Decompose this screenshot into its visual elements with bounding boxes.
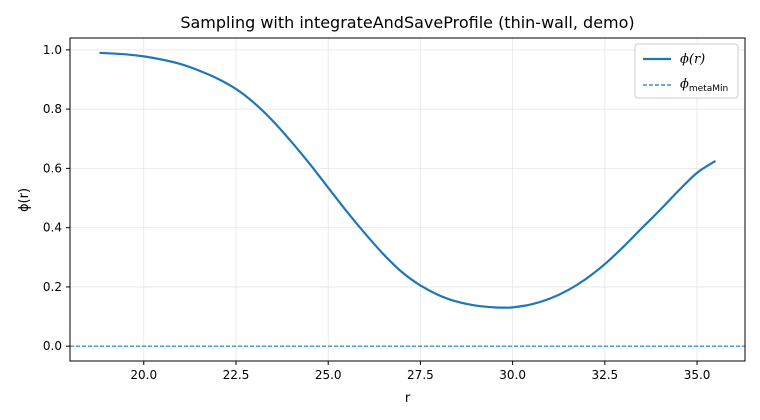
y-tick-label: 0.8 [43,102,62,116]
y-tick-label: 0.2 [43,280,62,294]
y-tick-label: 0.4 [43,221,62,235]
x-tick-label: 32.5 [591,368,618,382]
legend-metamin-symbol: ϕ [680,77,689,92]
legend-phi-symbol: ϕ [680,52,689,67]
x-axis-label: r [405,391,411,406]
axes-frame [69,37,746,362]
y-axis-label: ϕ(r) [17,188,32,212]
legend-label-metamin: ϕmetaMin [680,77,728,94]
legend: ϕ(r) ϕmetaMin [634,43,739,99]
chart-title: Sampling with integrateAndSaveProfile (t… [180,13,634,32]
y-tick-label: 0.6 [43,161,62,175]
legend-label-phi: ϕ(r) [680,52,705,67]
x-tick-label: 35.0 [684,368,711,382]
x-tick-label: 22.5 [223,368,250,382]
legend-metamin-subscript: metaMin [689,84,728,94]
y-tick-label: 0.0 [43,339,62,353]
series-line-phi [99,51,717,309]
x-tick-label: 30.0 [499,368,526,382]
x-tick-label: 27.5 [407,368,434,382]
ticks: 20.0 22.5 25.0 27.5 30.0 32.5 35.0 0.0 0.2 0.4 0.6… [43,43,711,382]
plot-area [70,51,745,347]
x-tick-label: 25.0 [315,368,342,382]
x-tick-label: 20.0 [130,368,157,382]
grid [70,38,745,361]
legend-phi-arg: (r) [689,52,705,67]
y-tick-label: 1.0 [43,43,62,57]
legend-box [634,43,739,99]
